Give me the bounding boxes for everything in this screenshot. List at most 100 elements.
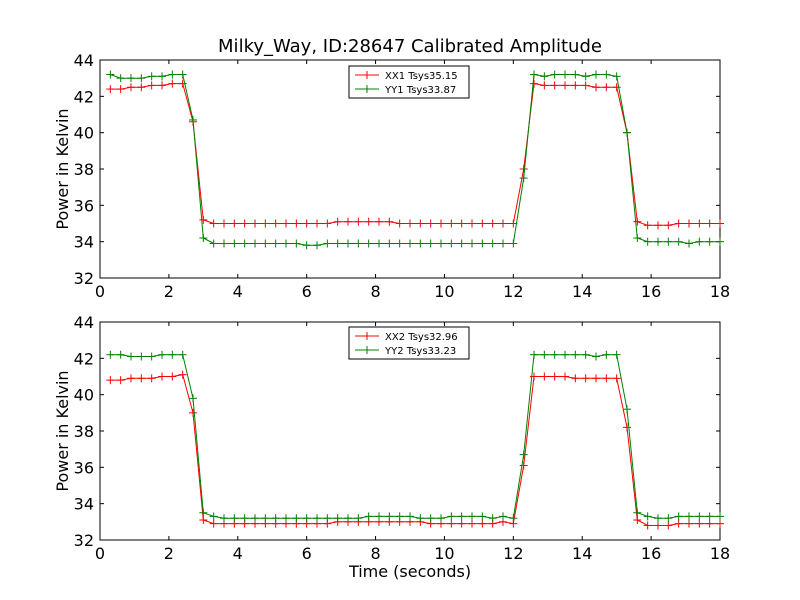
y-tick-label: 34 [74,495,94,514]
data-point [561,372,569,381]
data-point [664,221,673,230]
data-point [178,70,187,79]
data-point [519,174,528,183]
data-point [199,234,208,243]
data-point [220,239,228,248]
data-point [168,79,177,88]
data-point [499,219,507,228]
x-tick-label: 4 [233,282,243,301]
data-point [561,350,569,359]
data-point [581,350,590,359]
data-point [437,219,445,228]
x-tick-label: 4 [233,544,243,563]
top-plot-panel: 0 2 4 6 8 10 12 14 16 18 32 34 36 38 40 42 44 Milky_Way, … [53,36,730,301]
data-point [519,450,528,459]
data-point [654,237,662,246]
data-point [664,237,673,246]
data-point [302,514,311,523]
data-point [395,239,404,248]
data-point [209,519,218,528]
data-point [116,85,125,94]
data-point [705,237,714,246]
data-point [602,70,611,79]
data-point [240,514,249,523]
data-point [695,219,704,228]
data-point [685,512,693,521]
data-point [468,219,476,228]
x-tick-label: 16 [641,544,661,563]
data-point [602,374,611,383]
data-point [643,521,652,530]
chart-title: Milky_Way, ID:28647 Calibrated Amplitude [218,36,602,57]
data-point [292,219,301,228]
data-point [282,219,290,228]
data-point [550,350,559,359]
data-point [716,512,724,521]
data-point [261,514,270,523]
data-point [447,239,456,248]
y-tick-label: 36 [74,458,94,477]
data-point [106,350,115,359]
data-point [530,70,538,79]
legend: XX2 Tsys32.96 YY2 Tsys33.23 [348,326,470,360]
data-point [550,81,559,90]
data-point [147,72,156,81]
data-point [127,352,135,361]
data-point [478,512,487,521]
data-point [313,219,321,228]
legend-box [348,65,470,99]
data-point [716,219,724,228]
data-point [457,219,466,228]
data-point [550,70,559,79]
data-point [354,239,363,248]
x-tick-label: 10 [434,282,454,301]
data-point [478,219,487,228]
data-point [519,165,528,173]
y-tick-label: 34 [74,233,94,252]
data-point [447,519,456,528]
data-point [220,514,228,523]
data-point [178,350,187,359]
data-point [137,352,146,361]
y-tick-label: 32 [74,531,94,550]
data-point [209,512,218,521]
data-point [643,512,652,521]
data-point [271,514,280,523]
data-point [127,83,135,92]
data-point [395,219,404,228]
data-point [323,219,332,228]
data-point [333,239,342,248]
data-point [716,519,724,528]
data-point [199,516,208,525]
data-point [199,215,208,224]
data-point [571,70,580,79]
data-point [178,370,187,379]
data-point [302,219,311,228]
y-axis-label: Power in Kelvin [53,108,72,229]
data-point [705,512,714,521]
data-point [561,81,569,90]
data-point [333,217,342,226]
data-point [354,217,363,226]
data-point [468,239,476,248]
data-point [643,221,652,230]
data-point [488,239,497,248]
data-point [612,72,621,81]
data-point [581,72,590,81]
data-point [705,519,714,528]
data-point [633,217,642,226]
y-tick-label: 42 [74,349,94,368]
data-point [158,372,166,381]
data-point [509,514,518,523]
data-point [189,394,197,403]
series-line [110,83,720,226]
data-point [540,350,549,359]
data-point [499,512,507,521]
y-tick-label: 32 [74,269,94,288]
x-tick-label: 6 [302,544,312,563]
data-point [116,350,125,359]
data-point [271,239,280,248]
data-point [674,219,683,228]
data-point [168,350,177,359]
data-point [302,241,311,250]
